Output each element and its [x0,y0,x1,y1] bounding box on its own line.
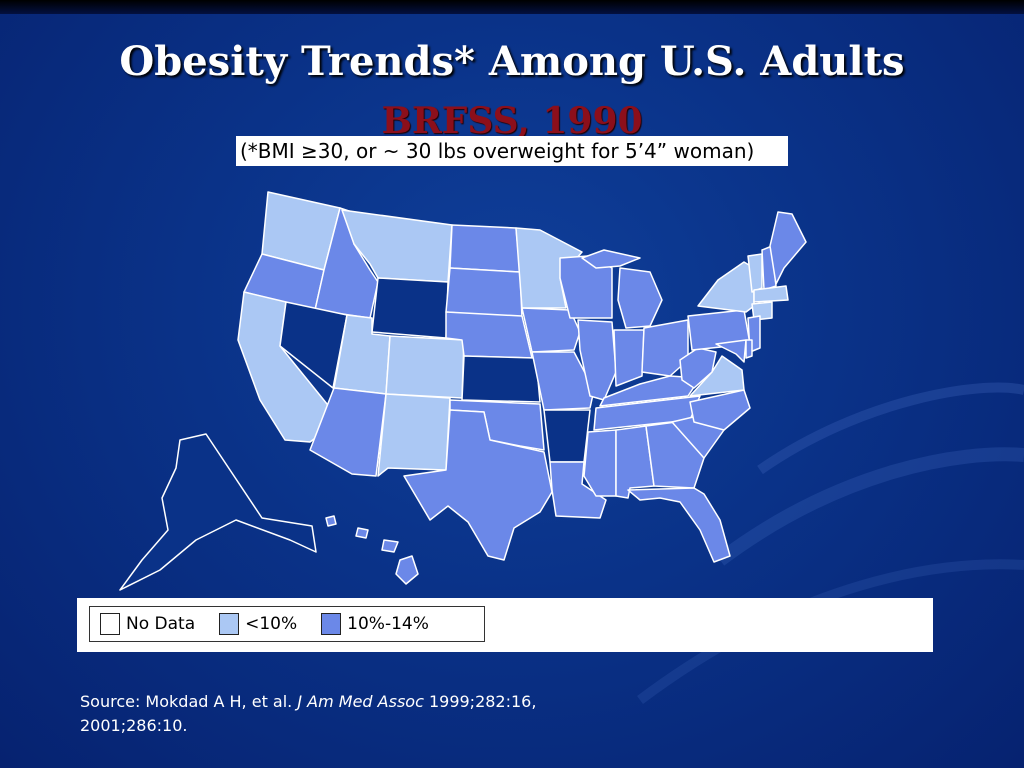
state-hawaii-kauai [325,515,337,527]
source-suffix: 1999;282:16, [423,692,537,711]
us-obesity-map [119,191,807,591]
source-citation: Source: Mokdad A H, et al. J Am Med Asso… [80,690,720,738]
state-new-york [697,261,755,313]
state-michigan [617,267,663,329]
state-vermont [747,253,763,293]
state-florida [627,487,731,563]
state-alaska [119,433,317,591]
state-michigan-up [581,249,641,269]
state-north-carolina [689,389,751,431]
state-mississippi [583,429,617,497]
state-kansas [461,355,541,403]
state-arizona [309,387,387,477]
state-massachusetts [753,285,789,303]
state-louisiana [549,461,607,519]
state-texas [403,409,553,561]
legend-item-no-data: No Data [100,613,195,635]
legend-panel: No Data <10% 10%-14% [77,598,933,652]
state-arkansas [543,409,591,463]
legend-item-10-14: 10%-14% [321,613,429,635]
legend-swatch-under-10 [219,613,240,635]
state-wyoming [371,277,449,339]
state-nevada [279,301,348,389]
state-hawaii-big [395,555,419,585]
state-colorado [385,335,465,399]
legend-swatch-no-data [100,613,120,635]
state-hawaii-oahu [355,527,369,539]
source-line2: 2001;286:10. [80,716,188,735]
source-journal: J Am Med Assoc [297,692,424,711]
legend-label-no-data: No Data [126,614,196,634]
state-georgia [645,421,705,489]
slide-subtitle: BRFSS, 1990 [381,100,643,142]
legend-swatch-10-14 [321,613,342,635]
slide-title: Obesity Trends* Among U.S. Adults [119,38,905,85]
legend-label-under-10: <10% [245,614,298,634]
state-connecticut [751,301,773,321]
state-iowa [521,307,581,353]
state-missouri [531,351,595,411]
state-new-mexico [377,393,451,477]
legend-label-10-14: 10%-14% [347,614,429,634]
bmi-note: (*BMI ≥30, or ~ 30 lbs overweight for 5’… [236,136,788,166]
legend-item-under-10: <10% [219,613,297,635]
legend: No Data <10% 10%-14% [89,606,485,642]
state-maryland [715,339,747,363]
top-bar [0,0,1024,14]
source-prefix: Source: Mokdad A H, et al. [80,692,298,711]
state-hawaii-maui [381,539,399,553]
state-delaware [745,339,753,359]
state-maine [769,211,807,285]
state-north-dakota [449,224,521,273]
state-south-dakota [445,267,523,319]
state-indiana [613,329,645,387]
state-ohio [641,319,689,377]
